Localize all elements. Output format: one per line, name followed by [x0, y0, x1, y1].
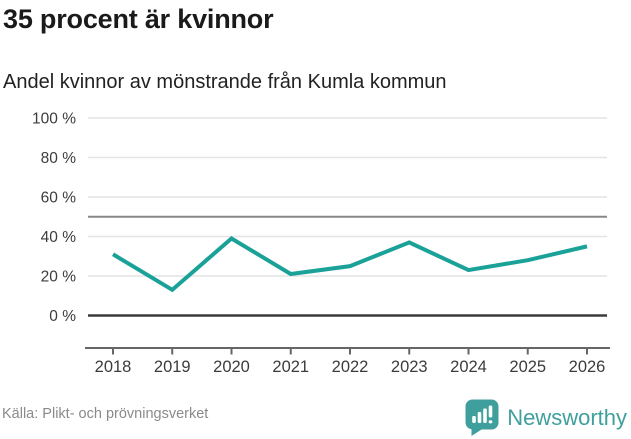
newsworthy-logo-icon [465, 399, 499, 436]
y-axis-tick-label: 40 % [41, 229, 77, 246]
x-axis-tick-label: 2018 [95, 358, 132, 376]
y-axis-tick-label: 0 % [49, 308, 76, 325]
page-title: 35 procent är kvinnor [3, 4, 274, 34]
newsworthy-logo[interactable]: Newsworthy [465, 399, 627, 436]
x-axis-tick-label: 2022 [332, 358, 369, 376]
x-axis-tick-label: 2024 [450, 358, 487, 376]
x-axis-tick-label: 2025 [509, 358, 546, 376]
y-axis-tick-label: 60 % [41, 190, 77, 207]
x-axis-tick-label: 2026 [569, 358, 606, 376]
x-axis-tick-label: 2019 [154, 358, 191, 376]
data-line [111, 236, 588, 293]
y-axis-tick-label: 80 % [41, 150, 77, 167]
chart-subtitle: Andel kvinnor av mönstrande från Kumla k… [3, 71, 447, 93]
source-note: Källa: Plikt- och prövningsverket [2, 406, 209, 422]
y-axis-tick-label: 100 % [32, 111, 76, 128]
line-chart: 0 % 20 % 40 % 60 % 80 % 100 % 2018 2019 2020 2021… [0, 100, 631, 390]
line-chart-svg: 0 % 20 % 40 % 60 % 80 % 100 % 2018 2019 2020 2021… [32, 111, 610, 376]
x-axis-tick-label: 2020 [213, 358, 250, 376]
x-axis-tick-label: 2021 [272, 358, 309, 376]
brand-name: Newsworthy [507, 404, 627, 430]
y-axis-tick-label: 20 % [41, 269, 77, 286]
x-axis-tick-label: 2023 [391, 358, 428, 376]
